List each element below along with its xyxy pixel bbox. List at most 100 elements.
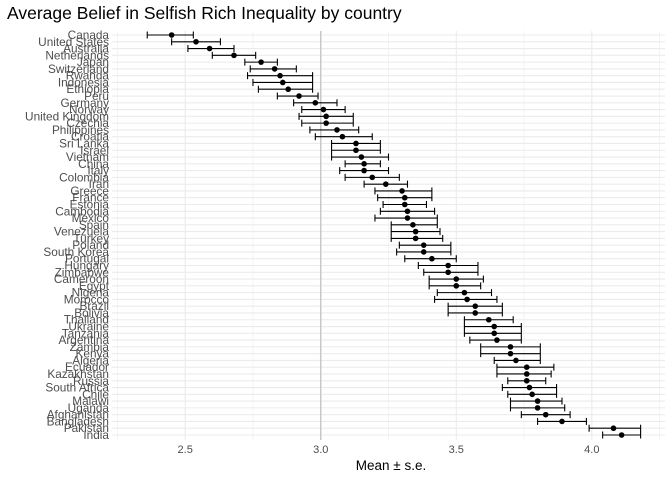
mean-point — [464, 296, 470, 303]
mean-point — [529, 391, 535, 398]
data-point-group — [509, 404, 566, 412]
mean-point — [401, 201, 408, 208]
data-point-group — [363, 180, 409, 188]
country-label: China — [78, 157, 109, 171]
mean-point — [312, 99, 319, 106]
data-point-group — [374, 214, 438, 222]
mean-point — [231, 52, 237, 59]
mean-point — [412, 228, 419, 235]
country-label: Philippines — [52, 123, 109, 137]
x-tick-label: 3.5 — [449, 444, 464, 456]
mean-point — [296, 93, 302, 99]
country-label: Iran — [89, 177, 109, 191]
country-label: Tanzania — [62, 326, 110, 340]
data-point-group — [344, 173, 400, 181]
mean-point — [472, 303, 479, 309]
country-label: Afghanistan — [47, 408, 109, 422]
country-label: Colombia — [59, 170, 109, 184]
country-label: France — [72, 191, 109, 205]
data-point-group — [374, 187, 433, 195]
country-label: Mexico — [72, 211, 110, 225]
mean-point — [361, 167, 367, 174]
country-label: Ecuador — [65, 360, 109, 374]
data-point-group — [146, 31, 194, 39]
country-label: Ethiopia — [66, 82, 109, 96]
mean-point — [339, 133, 346, 140]
country-label: Zimbabwe — [55, 265, 110, 279]
country-label: Portugal — [65, 252, 109, 266]
data-point-group — [428, 282, 482, 290]
data-point-group — [379, 207, 436, 215]
x-tick-label: 2.5 — [178, 444, 193, 456]
data-point-group — [417, 262, 479, 270]
mean-point — [542, 411, 549, 418]
mean-point — [285, 86, 292, 93]
mean-point — [453, 283, 460, 289]
mean-point — [401, 194, 408, 201]
x-axis-title: Mean ± s.e. — [356, 458, 426, 473]
data-point-group — [301, 119, 354, 127]
country-label: South Africa — [45, 381, 109, 395]
mean-point — [523, 371, 530, 377]
data-point-group — [463, 323, 522, 331]
country-label: Argentina — [59, 333, 110, 347]
mean-point — [399, 188, 405, 194]
country-label: Chile — [82, 387, 109, 401]
data-point-group — [480, 350, 541, 358]
mean-point — [494, 337, 500, 343]
data-point-group — [469, 336, 522, 344]
data-point-group — [447, 309, 503, 317]
country-label: Spain — [79, 218, 109, 232]
country-label: Pakistan — [64, 421, 109, 435]
data-point-group — [382, 200, 428, 208]
mean-point — [334, 127, 340, 133]
data-point-group — [537, 417, 587, 425]
country-label: Japan — [77, 55, 109, 69]
data-point-group — [390, 228, 441, 236]
data-marks — [146, 31, 642, 439]
mean-point — [361, 161, 367, 167]
mean-point — [526, 384, 533, 391]
data-point-group — [293, 99, 338, 107]
x-tick-label: 3.0 — [313, 444, 328, 456]
data-point-group — [331, 146, 381, 154]
data-point-group — [496, 363, 555, 371]
country-label: Peru — [84, 89, 109, 103]
data-point-group — [396, 248, 452, 256]
country-label: Turkey — [73, 231, 109, 245]
data-point-group — [298, 112, 354, 120]
mean-point — [513, 357, 519, 364]
country-label: Croatia — [71, 130, 109, 144]
country-label: Thailand — [64, 313, 109, 327]
data-point-group — [520, 411, 571, 419]
country-label: Hungary — [64, 259, 109, 273]
country-label: Russia — [73, 374, 109, 388]
data-point-group — [447, 302, 503, 310]
data-point-group — [436, 289, 493, 297]
mean-point — [507, 344, 514, 350]
country-label: Nigeria — [72, 286, 110, 300]
mean-point — [485, 316, 492, 323]
mean-point — [271, 66, 278, 72]
mean-point — [193, 38, 199, 45]
data-point-group — [249, 65, 297, 73]
country-label: United States — [38, 35, 109, 49]
country-label: Kazakhstan — [47, 367, 109, 381]
country-label: Czechia — [66, 116, 109, 130]
mean-point — [472, 310, 479, 316]
data-point-group — [314, 133, 373, 141]
data-point-group — [390, 221, 438, 229]
x-tick-labels: 2.5 3.0 3.5 4.0 — [178, 444, 600, 456]
data-point-group — [276, 92, 319, 100]
country-label: Indonesia — [58, 75, 110, 89]
data-point-group — [211, 51, 257, 59]
country-label: South Korea — [43, 245, 109, 259]
x-tick-label: 4.0 — [584, 444, 599, 456]
data-point-group — [496, 370, 552, 378]
mean-point — [523, 364, 530, 371]
country-label: Uganda — [68, 401, 110, 415]
data-point-group — [244, 58, 278, 66]
mean-point — [491, 330, 498, 337]
